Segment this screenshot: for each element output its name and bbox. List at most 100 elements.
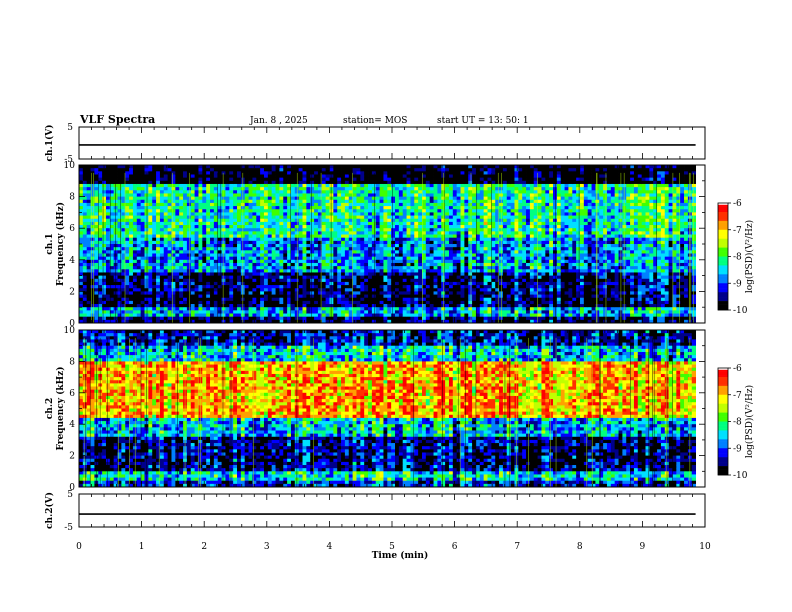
spectrogram-cell xyxy=(248,297,253,302)
spectrogram-cell xyxy=(294,228,300,232)
spectrogram-cell xyxy=(341,212,346,216)
spectrogram-cell xyxy=(368,300,373,305)
spectrogram-cell xyxy=(421,281,427,286)
spectrogram-cell xyxy=(248,234,253,239)
spectrogram-cell xyxy=(109,180,115,185)
spectrogram-cell xyxy=(237,228,242,232)
spectrogram-cell xyxy=(298,253,303,258)
spectrogram-cell xyxy=(337,288,342,292)
spectrogram-cell xyxy=(129,209,134,213)
spectrogram-cell xyxy=(225,281,230,286)
spectrogram-cell xyxy=(294,269,300,273)
spectrogram-cell xyxy=(217,174,222,179)
spectrogram-cell xyxy=(375,183,380,188)
spectrogram-cell xyxy=(360,288,365,292)
spectrogram-cell xyxy=(237,180,242,185)
spectrogram-cell xyxy=(344,221,350,226)
spectrogram-cell xyxy=(317,218,323,223)
spectrogram-cell xyxy=(329,196,334,201)
spectrogram-cell xyxy=(94,288,99,292)
spectrogram-cell xyxy=(217,278,222,283)
spectrogram-cell xyxy=(360,262,365,267)
spectrogram-cell xyxy=(260,187,265,191)
spectrogram-cell xyxy=(98,259,103,264)
spectrogram-cell xyxy=(290,285,296,289)
spectrogram-cell xyxy=(190,294,196,299)
spectrogram-cell xyxy=(244,218,249,223)
spectrogram-cell xyxy=(383,174,388,179)
spectrogram-cell xyxy=(329,206,334,210)
spectrogram-cell xyxy=(437,253,442,258)
spectrogram-cell xyxy=(448,247,454,251)
spectrogram-cell xyxy=(302,231,307,235)
spectrogram-cell xyxy=(348,310,354,314)
spectrogram-cell xyxy=(333,225,338,229)
spectrogram-cell xyxy=(429,199,434,204)
spectrogram-cell xyxy=(333,285,338,289)
spectrogram-cell xyxy=(314,319,319,324)
spectrogram-cell xyxy=(368,187,373,191)
spectrogram-cell xyxy=(144,234,149,239)
spectrogram-cell xyxy=(391,259,396,264)
spectrogram-cell xyxy=(352,262,357,267)
spectrogram-cell xyxy=(375,259,380,264)
spectrogram-cell xyxy=(275,253,280,258)
spectrogram-cell xyxy=(156,183,161,188)
spectrogram-cell xyxy=(344,212,350,216)
spectrogram-cell xyxy=(360,212,365,216)
spectrogram-cell xyxy=(441,231,446,235)
spectrogram-cell xyxy=(237,240,242,245)
spectrogram-cell xyxy=(287,218,292,223)
spectrogram-cell xyxy=(113,209,118,213)
spectrogram-cell xyxy=(82,237,88,242)
spectrogram-cell xyxy=(425,165,431,169)
spectrogram-cell xyxy=(325,262,330,267)
spectrogram-cell xyxy=(198,307,203,311)
spectrogram-cell xyxy=(441,218,446,223)
spectrogram-cell xyxy=(94,168,99,172)
spectrogram-cell xyxy=(248,212,253,216)
spectrogram-cell xyxy=(329,187,334,191)
spectrogram-cell xyxy=(341,310,346,314)
spectrogram-cell xyxy=(283,304,288,308)
spectrogram-cell xyxy=(310,262,315,267)
spectrogram-cell xyxy=(90,262,95,267)
spectrogram-cell xyxy=(321,165,327,169)
spectrogram-cell xyxy=(113,278,118,283)
spectrogram-cell xyxy=(294,304,300,308)
spectrogram-cell xyxy=(314,240,319,245)
spectrogram-cell xyxy=(86,202,91,207)
spectrogram-cell xyxy=(167,209,172,213)
spectrogram-cell xyxy=(248,165,253,169)
spectrogram-cell xyxy=(414,165,419,169)
spectrogram-cell xyxy=(391,316,396,321)
spectrogram-cell xyxy=(117,310,122,314)
spectrogram-cell xyxy=(171,278,176,283)
spectrogram-cell xyxy=(360,180,365,185)
spectrogram-cell xyxy=(225,183,230,188)
spectrogram-cell xyxy=(337,183,342,188)
spectrogram-cell xyxy=(121,212,126,216)
spectrogram-cell xyxy=(82,281,88,286)
spectrogram-cell xyxy=(314,168,319,172)
spectrogram-cell xyxy=(225,174,230,179)
spectrogram-cell xyxy=(109,291,115,295)
spectrogram-cell xyxy=(171,291,176,295)
spectrogram-cell xyxy=(344,262,350,267)
spectrogram-cell xyxy=(82,183,88,188)
spectrogram-cell xyxy=(448,297,454,302)
spectrogram-cell xyxy=(125,180,130,185)
spectrogram-cell xyxy=(263,234,269,239)
spectrogram-cell xyxy=(221,256,226,261)
spectrogram-cell xyxy=(140,278,145,283)
spectrogram-cell xyxy=(433,187,438,191)
spectrogram-cell xyxy=(283,275,288,280)
spectrogram-cell xyxy=(414,212,419,216)
spectrogram-cell xyxy=(391,281,396,286)
spectrogram-cell xyxy=(271,234,276,239)
spectrogram-cell xyxy=(252,294,257,299)
spectrogram-cell xyxy=(398,256,404,261)
spectrogram-cell xyxy=(279,180,284,185)
spectrogram-cell xyxy=(387,316,392,321)
spectrogram-cell xyxy=(152,209,157,213)
